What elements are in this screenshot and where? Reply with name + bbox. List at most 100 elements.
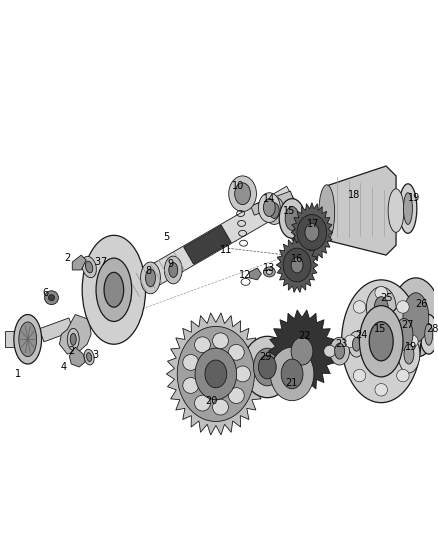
- Ellipse shape: [269, 203, 279, 219]
- Text: 26: 26: [416, 298, 428, 309]
- Text: 23: 23: [336, 339, 348, 349]
- Ellipse shape: [297, 214, 327, 250]
- Text: 22: 22: [299, 332, 311, 341]
- Text: 8: 8: [145, 266, 152, 276]
- Ellipse shape: [169, 263, 178, 277]
- Ellipse shape: [366, 287, 396, 328]
- Ellipse shape: [285, 207, 299, 230]
- Ellipse shape: [82, 256, 96, 278]
- Circle shape: [344, 335, 357, 348]
- Circle shape: [45, 291, 58, 305]
- Text: 12: 12: [239, 270, 252, 280]
- Ellipse shape: [279, 199, 305, 238]
- Text: 15: 15: [374, 325, 386, 334]
- Ellipse shape: [386, 305, 422, 363]
- Circle shape: [183, 377, 199, 393]
- Ellipse shape: [404, 344, 414, 364]
- Ellipse shape: [374, 297, 388, 319]
- Ellipse shape: [96, 258, 132, 321]
- Polygon shape: [327, 166, 396, 255]
- Ellipse shape: [403, 293, 429, 342]
- Polygon shape: [250, 268, 261, 280]
- Ellipse shape: [205, 360, 227, 388]
- Circle shape: [235, 366, 251, 382]
- Polygon shape: [69, 347, 85, 367]
- Circle shape: [397, 369, 409, 382]
- Ellipse shape: [391, 278, 438, 357]
- Text: 5: 5: [163, 232, 170, 243]
- Text: 10: 10: [232, 181, 244, 191]
- Circle shape: [228, 344, 244, 360]
- Text: 25: 25: [380, 293, 392, 303]
- Ellipse shape: [305, 223, 319, 241]
- Ellipse shape: [353, 337, 360, 351]
- Text: 6: 6: [42, 288, 49, 298]
- Text: 27: 27: [402, 320, 414, 330]
- Ellipse shape: [294, 212, 330, 253]
- Text: 7: 7: [100, 257, 106, 267]
- Ellipse shape: [258, 193, 280, 222]
- Ellipse shape: [145, 269, 155, 287]
- Polygon shape: [60, 314, 91, 354]
- Ellipse shape: [177, 326, 254, 422]
- Text: 19: 19: [405, 342, 417, 352]
- Ellipse shape: [265, 197, 284, 224]
- Text: 3: 3: [94, 257, 100, 267]
- Ellipse shape: [276, 319, 328, 383]
- Polygon shape: [166, 313, 265, 435]
- Ellipse shape: [330, 337, 350, 365]
- Ellipse shape: [243, 336, 292, 398]
- Ellipse shape: [280, 245, 314, 285]
- Ellipse shape: [254, 348, 281, 386]
- Text: 2: 2: [68, 346, 74, 356]
- Circle shape: [183, 354, 199, 370]
- Ellipse shape: [141, 262, 160, 294]
- Ellipse shape: [319, 185, 335, 240]
- Ellipse shape: [104, 272, 124, 307]
- Ellipse shape: [283, 248, 311, 282]
- Ellipse shape: [281, 359, 303, 389]
- Ellipse shape: [398, 335, 420, 373]
- Ellipse shape: [87, 353, 92, 361]
- Ellipse shape: [291, 337, 313, 365]
- Ellipse shape: [335, 343, 345, 359]
- Text: 1: 1: [15, 369, 21, 379]
- Text: 9: 9: [167, 259, 173, 269]
- Ellipse shape: [270, 347, 314, 401]
- Ellipse shape: [71, 333, 76, 345]
- Text: 13: 13: [263, 263, 276, 273]
- Ellipse shape: [164, 256, 182, 284]
- Ellipse shape: [67, 328, 79, 350]
- Ellipse shape: [263, 267, 275, 277]
- Polygon shape: [251, 191, 294, 215]
- Ellipse shape: [403, 193, 413, 224]
- Circle shape: [324, 345, 336, 357]
- Ellipse shape: [258, 355, 276, 379]
- Ellipse shape: [425, 324, 433, 345]
- Text: 18: 18: [348, 190, 360, 200]
- Ellipse shape: [263, 199, 275, 216]
- Polygon shape: [184, 225, 231, 264]
- Text: 16: 16: [291, 254, 303, 264]
- Polygon shape: [39, 318, 74, 342]
- Text: 29: 29: [259, 352, 272, 362]
- Text: 15: 15: [283, 206, 295, 215]
- Circle shape: [212, 333, 228, 349]
- Circle shape: [49, 295, 54, 301]
- Text: 4: 4: [60, 362, 67, 372]
- Polygon shape: [276, 238, 318, 293]
- Ellipse shape: [19, 322, 37, 357]
- Text: 11: 11: [219, 245, 232, 255]
- Circle shape: [397, 301, 409, 313]
- Circle shape: [194, 395, 210, 411]
- Circle shape: [194, 337, 210, 353]
- Circle shape: [212, 399, 228, 415]
- Circle shape: [353, 301, 366, 313]
- Ellipse shape: [84, 349, 94, 365]
- Polygon shape: [99, 186, 297, 314]
- Text: 17: 17: [307, 220, 319, 229]
- Ellipse shape: [85, 261, 93, 273]
- Ellipse shape: [291, 257, 303, 273]
- Ellipse shape: [420, 314, 438, 354]
- Ellipse shape: [388, 189, 404, 232]
